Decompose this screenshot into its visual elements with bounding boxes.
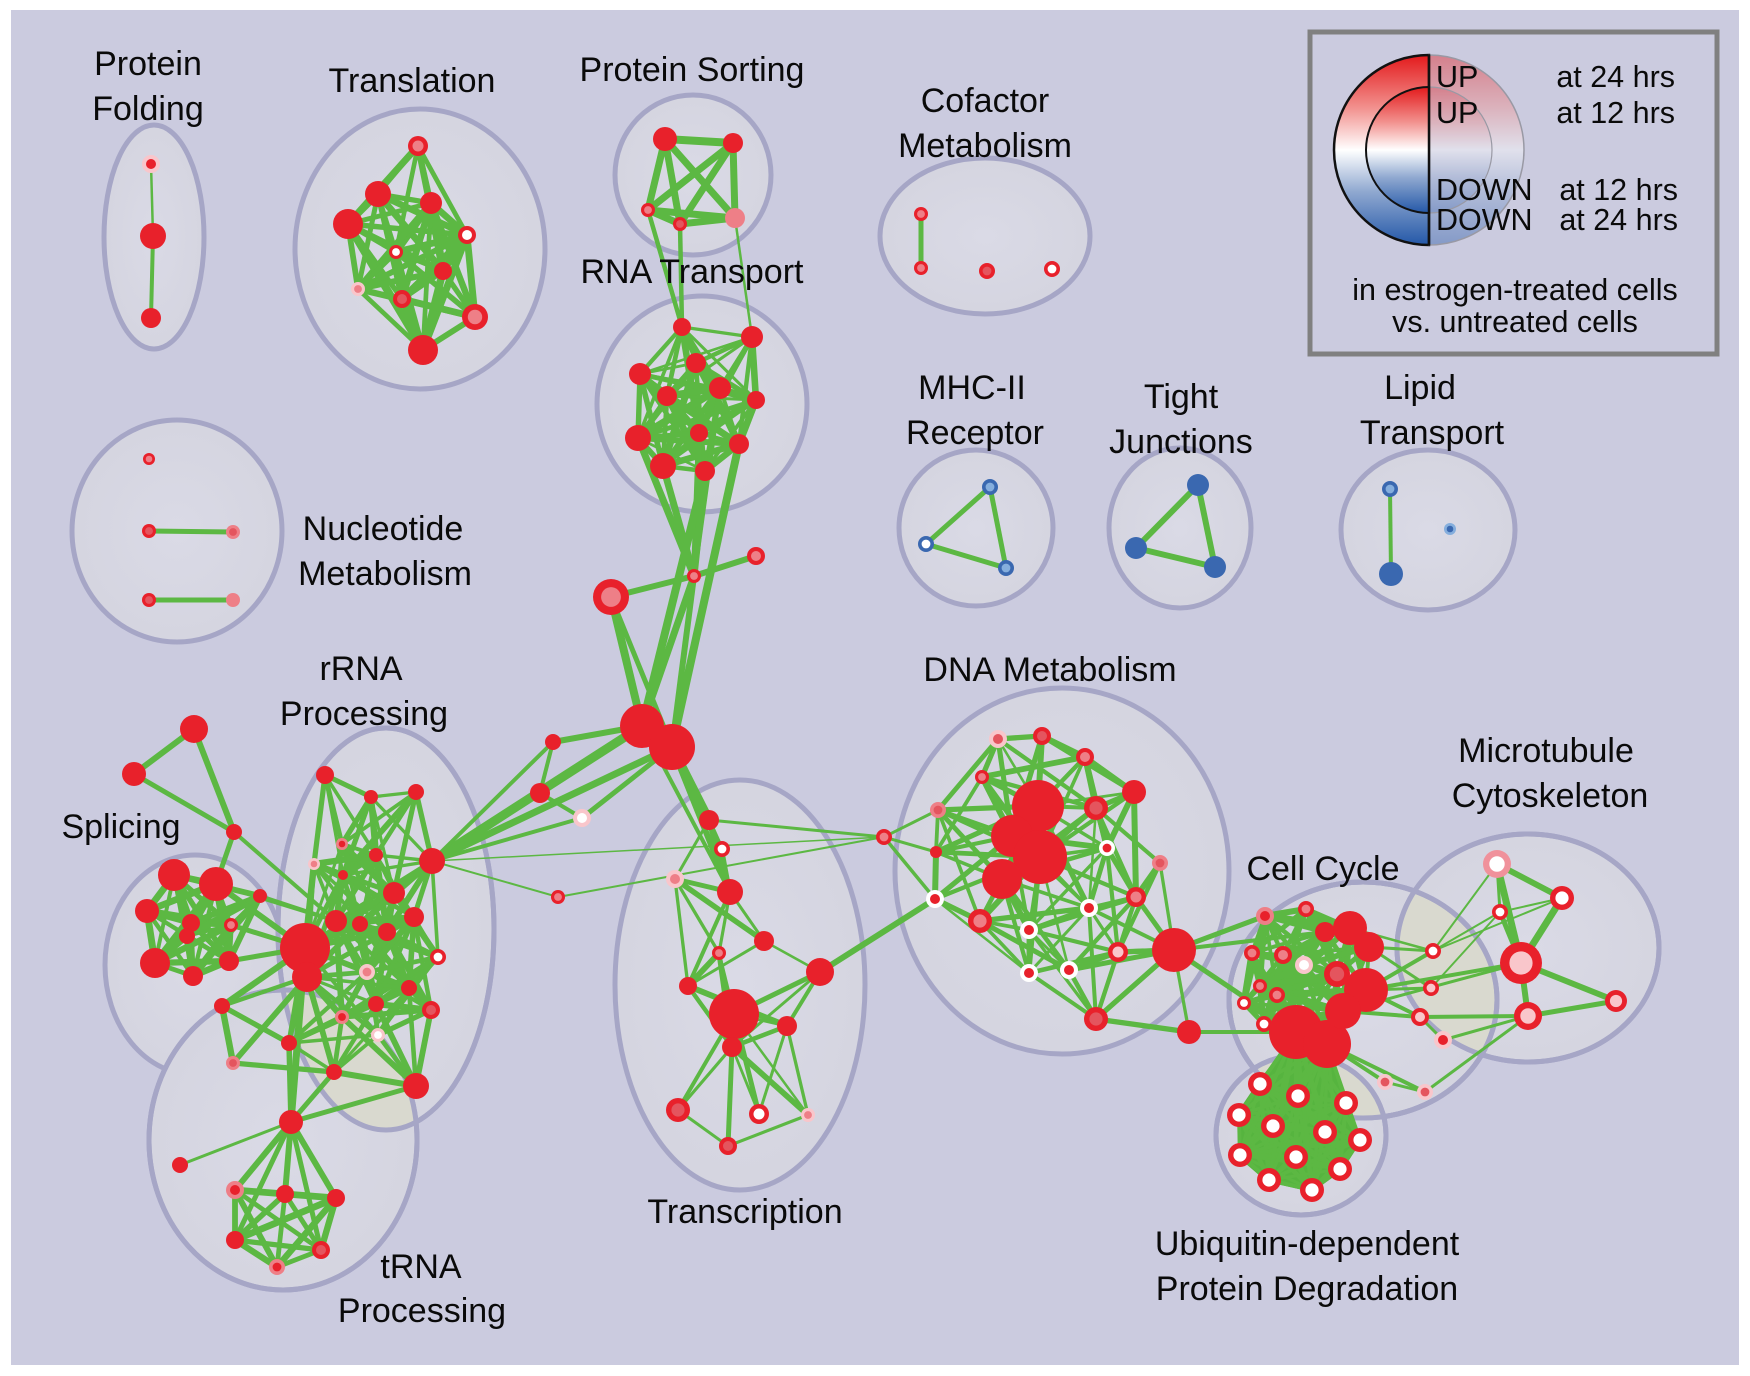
svg-text:Microtubule: Microtubule [1458,732,1634,770]
svg-text:at 12 hrs: at 12 hrs [1559,173,1678,207]
svg-text:RNA Transport: RNA Transport [581,253,805,291]
svg-text:Cytoskeleton: Cytoskeleton [1452,777,1649,815]
svg-text:Translation: Translation [329,62,496,100]
svg-text:UP: UP [1436,96,1478,130]
svg-text:DNA Metabolism: DNA Metabolism [923,651,1176,689]
svg-text:tRNA: tRNA [380,1248,462,1286]
svg-text:Tight: Tight [1144,378,1219,416]
svg-text:Protein Sorting: Protein Sorting [580,51,805,89]
svg-text:Processing: Processing [280,695,448,733]
svg-text:Processing: Processing [338,1292,506,1330]
svg-text:Protein Degradation: Protein Degradation [1156,1270,1458,1308]
svg-text:Protein: Protein [94,45,202,83]
svg-text:Ubiquitin-dependent: Ubiquitin-dependent [1155,1225,1460,1263]
svg-text:Metabolism: Metabolism [298,555,472,593]
svg-text:DOWN: DOWN [1436,203,1533,237]
svg-text:DOWN: DOWN [1436,173,1533,207]
svg-text:Junctions: Junctions [1109,423,1253,461]
svg-text:at 24 hrs: at 24 hrs [1559,203,1678,237]
svg-text:UP: UP [1436,60,1478,94]
svg-text:Receptor: Receptor [906,414,1044,452]
svg-text:Transcription: Transcription [647,1193,842,1231]
svg-text:Splicing: Splicing [61,808,180,846]
svg-text:at 24 hrs: at 24 hrs [1556,60,1675,94]
svg-text:Transport: Transport [1360,414,1505,452]
svg-text:in estrogen-treated cells: in estrogen-treated cells [1352,273,1678,307]
svg-text:Folding: Folding [92,90,204,128]
svg-text:Lipid: Lipid [1384,369,1456,407]
svg-text:vs. untreated cells: vs. untreated cells [1392,305,1638,339]
svg-text:Nucleotide: Nucleotide [303,510,464,548]
svg-text:Metabolism: Metabolism [898,127,1072,165]
svg-text:rRNA: rRNA [319,650,402,688]
svg-text:at 12 hrs: at 12 hrs [1556,96,1675,130]
svg-text:MHC-II: MHC-II [918,369,1026,407]
svg-text:Cell Cycle: Cell Cycle [1246,850,1399,888]
svg-text:Cofactor: Cofactor [921,82,1050,120]
